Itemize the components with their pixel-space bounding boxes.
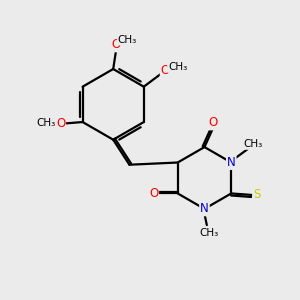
Text: CH₃: CH₃ <box>37 118 56 128</box>
Text: CH₃: CH₃ <box>244 139 263 149</box>
Text: CH₃: CH₃ <box>118 34 137 45</box>
Text: O: O <box>149 187 158 200</box>
Text: S: S <box>254 188 261 201</box>
Text: N: N <box>200 202 209 215</box>
Text: CH₃: CH₃ <box>168 62 187 72</box>
Text: O: O <box>161 64 170 77</box>
Text: CH₃: CH₃ <box>200 228 219 238</box>
Text: O: O <box>56 117 65 130</box>
Text: O: O <box>112 38 121 51</box>
Text: O: O <box>209 116 218 129</box>
Text: N: N <box>227 156 236 169</box>
